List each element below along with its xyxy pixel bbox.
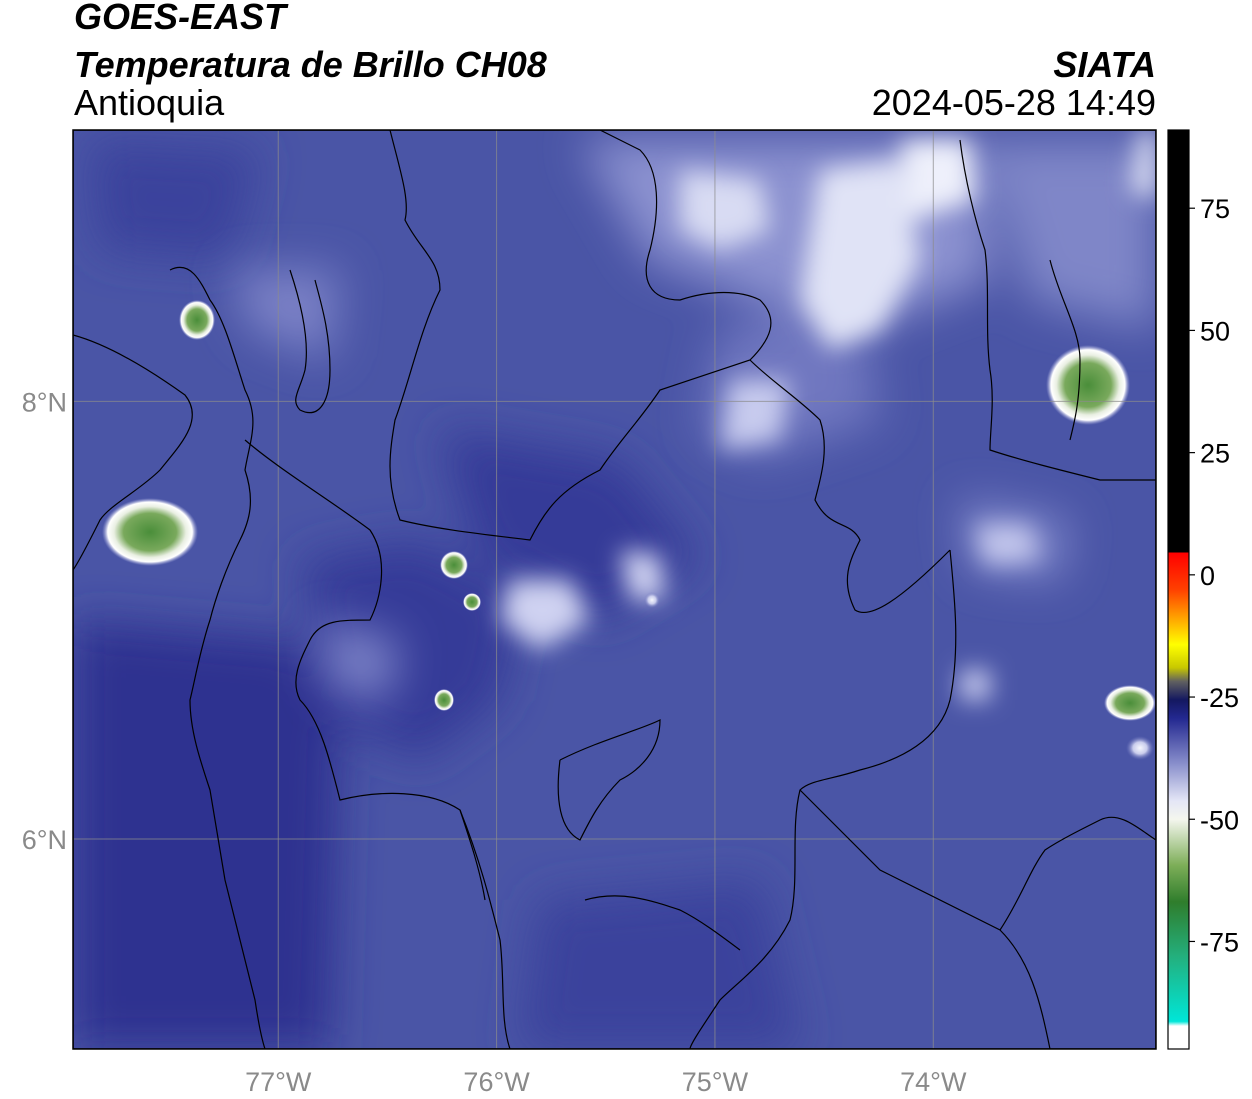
- coastline-uraba: [169, 266, 266, 1049]
- longitude-label: 74°W: [900, 1067, 967, 1097]
- border-south-west: [459, 809, 511, 1049]
- map-border: [72, 129, 1157, 1050]
- map-subtitle: Temperatura de Brillo CH08: [74, 44, 547, 85]
- bright-spot-center: [644, 592, 660, 608]
- border-east: [959, 139, 1156, 481]
- colorbar-tick-label: 25: [1200, 439, 1230, 469]
- colorbar-tick-label: 75: [1200, 194, 1230, 224]
- cold-dark-zones: [73, 140, 800, 1049]
- latitude-label: 6°N: [22, 825, 67, 855]
- convective-cell-southeast: [1104, 685, 1156, 721]
- coastline-gulf: [73, 334, 193, 571]
- border-santander: [689, 549, 957, 1049]
- colorbar-frame: [1167, 129, 1190, 1050]
- latitude-labels: 8°N 6°N: [22, 387, 67, 855]
- border-caldas: [557, 719, 661, 841]
- brightness-temperature-field: [73, 130, 1156, 1049]
- longitude-labels: 77°W 76°W 75°W 74°W: [245, 1067, 967, 1097]
- colorbar-tick-label: -75: [1200, 927, 1239, 957]
- colorbar-tick-label: 50: [1200, 316, 1230, 346]
- longitude-label: 77°W: [245, 1067, 312, 1097]
- border-antioquia-north: [244, 439, 486, 901]
- organization-label: SIATA: [1053, 44, 1156, 85]
- border-cesar: [1049, 259, 1081, 441]
- convective-cell-west: [102, 498, 198, 566]
- colorbar-tick-label: 0: [1200, 561, 1215, 591]
- border-boyaca: [799, 789, 1051, 1049]
- border-cordoba: [389, 130, 772, 541]
- colorbar-gradient: [1168, 130, 1189, 1049]
- administrative-boundaries: [73, 130, 1156, 1049]
- convective-cell-east: [1046, 345, 1130, 425]
- graticule: [73, 130, 1156, 1049]
- colorbar-ticks: 75 50 25 0 -25 -50 -75: [1189, 194, 1239, 957]
- latitude-label: 8°N: [22, 387, 67, 417]
- longitude-label: 75°W: [682, 1067, 749, 1097]
- convective-cell-center-c: [434, 689, 454, 711]
- region-label: Antioquia: [74, 82, 225, 123]
- border-risaralda: [584, 895, 741, 951]
- bright-spot-southeast: [1126, 736, 1154, 760]
- bright-cloud-streaks: [500, 130, 1156, 700]
- border-bolivar: [749, 359, 951, 614]
- convective-cell-center-b: [463, 593, 481, 611]
- longitude-label: 76°W: [463, 1067, 530, 1097]
- colorbar: 75 50 25 0 -25 -50 -75: [1167, 129, 1239, 1050]
- map-title: GOES-EAST: [74, 0, 287, 37]
- convective-cell-center-a: [440, 551, 468, 579]
- border-southeast: [999, 816, 1156, 931]
- colorbar-tick-label: -25: [1200, 683, 1239, 713]
- datetime-label: 2024-05-28 14:49: [871, 82, 1156, 123]
- convective-cell-northwest: [179, 300, 215, 340]
- convective-cells: [102, 300, 1156, 760]
- coastline-north: [289, 269, 331, 414]
- colorbar-tick-label: -50: [1200, 805, 1239, 835]
